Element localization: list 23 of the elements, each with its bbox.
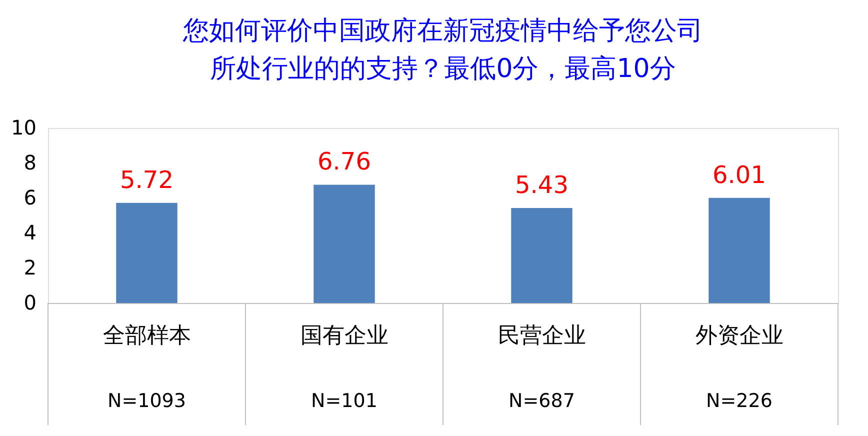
y-tick-label: 0 (24, 290, 36, 314)
text: N=687 (508, 390, 575, 412)
y-tick-label: 8 (24, 150, 36, 174)
y-tick-label: 6 (24, 186, 36, 210)
x-tick-label: 外资企业 (695, 324, 784, 348)
bar (708, 198, 770, 303)
data-label: 6.01 (712, 160, 766, 189)
chart-title: 您如何评价中国政府在新冠疫情中给予您公司所处行业的的支持？最低0分，最高10分 (182, 16, 703, 84)
bar (511, 208, 572, 303)
bar (116, 202, 178, 303)
data-label: 5.43 (515, 170, 568, 199)
data-label: 6.76 (318, 148, 371, 176)
x-tick-label: 国有企业 (300, 324, 388, 348)
text: N=1093 (108, 390, 186, 412)
bar (314, 184, 375, 303)
y-tick-label: 2 (24, 256, 36, 280)
y-tick-label: 10 (11, 116, 36, 140)
x-tick-label: 民营企业 (498, 324, 586, 348)
text: N=226 (706, 390, 772, 412)
x-tick-label: 全部样本 (102, 324, 191, 348)
text: N=101 (311, 390, 378, 412)
y-tick-label: 4 (24, 220, 36, 244)
data-label: 5.72 (120, 166, 174, 194)
